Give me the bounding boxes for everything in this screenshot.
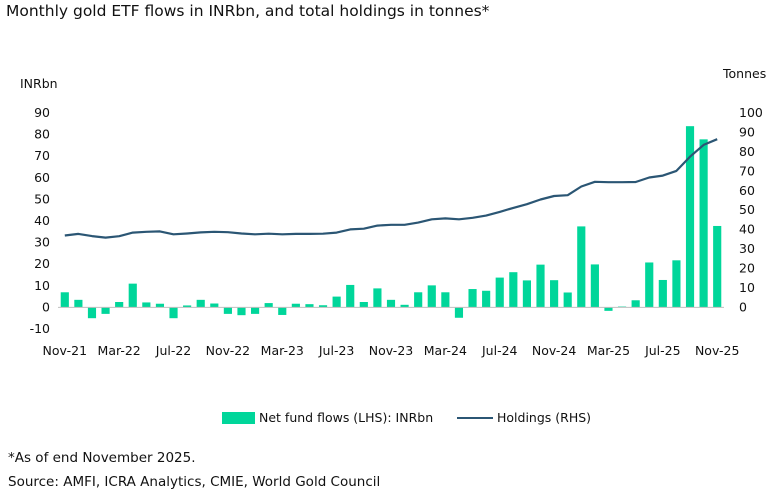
legend-label-flows: Net fund flows (LHS): INRbn — [259, 410, 434, 425]
flow-bar — [373, 288, 382, 308]
legend-swatch-flows — [222, 411, 255, 424]
right-tick-label: 0 — [739, 299, 747, 314]
x-tick-label: Jul-23 — [318, 343, 355, 358]
x-tick-label: Jul-25 — [644, 343, 681, 358]
flow-bar — [223, 307, 232, 314]
flow-bar — [468, 289, 477, 308]
legend-line-holdings — [457, 416, 493, 419]
x-tick-label: Nov-22 — [206, 343, 250, 358]
left-tick-label: 0 — [42, 299, 50, 314]
left-tick-label: 80 — [34, 127, 50, 142]
right-tick-label: 50 — [739, 202, 755, 217]
flow-bar — [251, 307, 260, 314]
flow-bar — [645, 262, 654, 308]
flow-bar — [550, 280, 559, 308]
flow-bar — [128, 283, 137, 308]
flow-bar — [672, 260, 681, 308]
right-tick-label: 90 — [739, 124, 755, 139]
right-tick-label: 20 — [739, 261, 755, 276]
flow-bar — [359, 302, 368, 308]
right-tick-label: 40 — [739, 222, 755, 237]
flow-bar — [454, 307, 464, 318]
flow-bar — [115, 302, 124, 308]
x-tick-label: Mar-24 — [424, 343, 467, 358]
holdings-line — [64, 138, 718, 239]
legend-item-flows: Net fund flows (LHS): INRbn — [222, 410, 433, 425]
right-tick-label: 100 — [739, 105, 763, 120]
x-tick-label: Nov-23 — [369, 343, 413, 358]
left-tick-label: 10 — [34, 278, 50, 293]
flow-bar — [169, 307, 178, 319]
flow-bar — [658, 279, 667, 308]
flow-bar — [291, 303, 300, 308]
x-tick-label: Mar-23 — [261, 343, 304, 358]
left-tick-label: 20 — [34, 256, 50, 271]
flow-bar — [210, 303, 219, 308]
left-tick-label: 60 — [34, 170, 50, 185]
flow-bar — [604, 307, 613, 311]
flow-bar — [522, 280, 531, 308]
flow-bar — [196, 299, 205, 308]
flow-bar — [685, 126, 695, 308]
flow-bar — [495, 277, 504, 308]
flow-bar — [400, 304, 409, 308]
source-note: Source: AMFI, ICRA Analytics, CMIE, Worl… — [8, 474, 381, 490]
right-tick-label: 30 — [739, 241, 755, 256]
left-tick-label: 40 — [34, 213, 50, 228]
chart-title: Monthly gold ETF flows in INRbn, and tot… — [6, 2, 490, 20]
flow-bar — [386, 299, 396, 308]
left-axis-unit: INRbn — [20, 76, 58, 91]
flow-bar — [563, 292, 572, 308]
flow-bar — [87, 307, 97, 319]
x-tick-label: Jul-24 — [481, 343, 518, 358]
flow-bar — [346, 284, 355, 308]
left-tick-label: 50 — [34, 191, 50, 206]
flow-bar — [699, 139, 708, 308]
x-tick-label: Nov-25 — [695, 343, 739, 358]
x-tick-label: Mar-25 — [587, 343, 630, 358]
left-tick-label: 70 — [34, 148, 50, 163]
footnote: *As of end November 2025. — [8, 450, 196, 466]
chart-plot: 9080706050403020100-10100908070605040302… — [30, 105, 763, 358]
right-tick-label: 10 — [739, 280, 755, 295]
x-tick-label: Nov-24 — [532, 343, 577, 358]
x-tick-label: Jul-22 — [155, 343, 192, 358]
flow-bar — [142, 302, 151, 308]
flow-bar — [414, 292, 423, 308]
flow-bar — [577, 226, 586, 308]
flow-bar — [509, 272, 518, 308]
flow-bar — [264, 303, 273, 308]
flow-bar — [482, 290, 491, 308]
left-tick-label: -10 — [30, 321, 50, 336]
flow-bar — [631, 300, 640, 308]
right-tick-label: 60 — [739, 183, 755, 198]
flow-bar — [155, 303, 165, 308]
flow-bar — [536, 264, 545, 308]
legend: Net fund flows (LHS): INRbn Holdings (RH… — [0, 410, 780, 432]
flow-bar — [318, 305, 328, 308]
flow-bar — [278, 307, 287, 315]
right-tick-label: 80 — [739, 144, 755, 159]
x-tick-label: Mar-22 — [98, 343, 141, 358]
x-tick-label: Nov-21 — [43, 343, 87, 358]
flow-bar — [183, 305, 192, 308]
flow-bar — [60, 292, 69, 308]
flow-bar — [590, 264, 599, 308]
left-tick-label: 30 — [34, 235, 50, 250]
flow-bar — [101, 307, 110, 314]
flow-bar — [74, 299, 83, 308]
flow-bar — [427, 285, 436, 308]
legend-item-holdings: Holdings (RHS) — [457, 410, 591, 425]
right-axis-unit: Tonnes — [723, 66, 767, 81]
flow-bar — [305, 304, 314, 308]
flow-bar — [713, 225, 722, 308]
legend-label-holdings: Holdings (RHS) — [497, 410, 592, 425]
left-tick-label: 90 — [34, 105, 50, 120]
flow-bar — [237, 307, 246, 316]
right-tick-label: 70 — [739, 163, 755, 178]
flow-bar — [441, 292, 450, 308]
flow-bar — [332, 296, 341, 308]
